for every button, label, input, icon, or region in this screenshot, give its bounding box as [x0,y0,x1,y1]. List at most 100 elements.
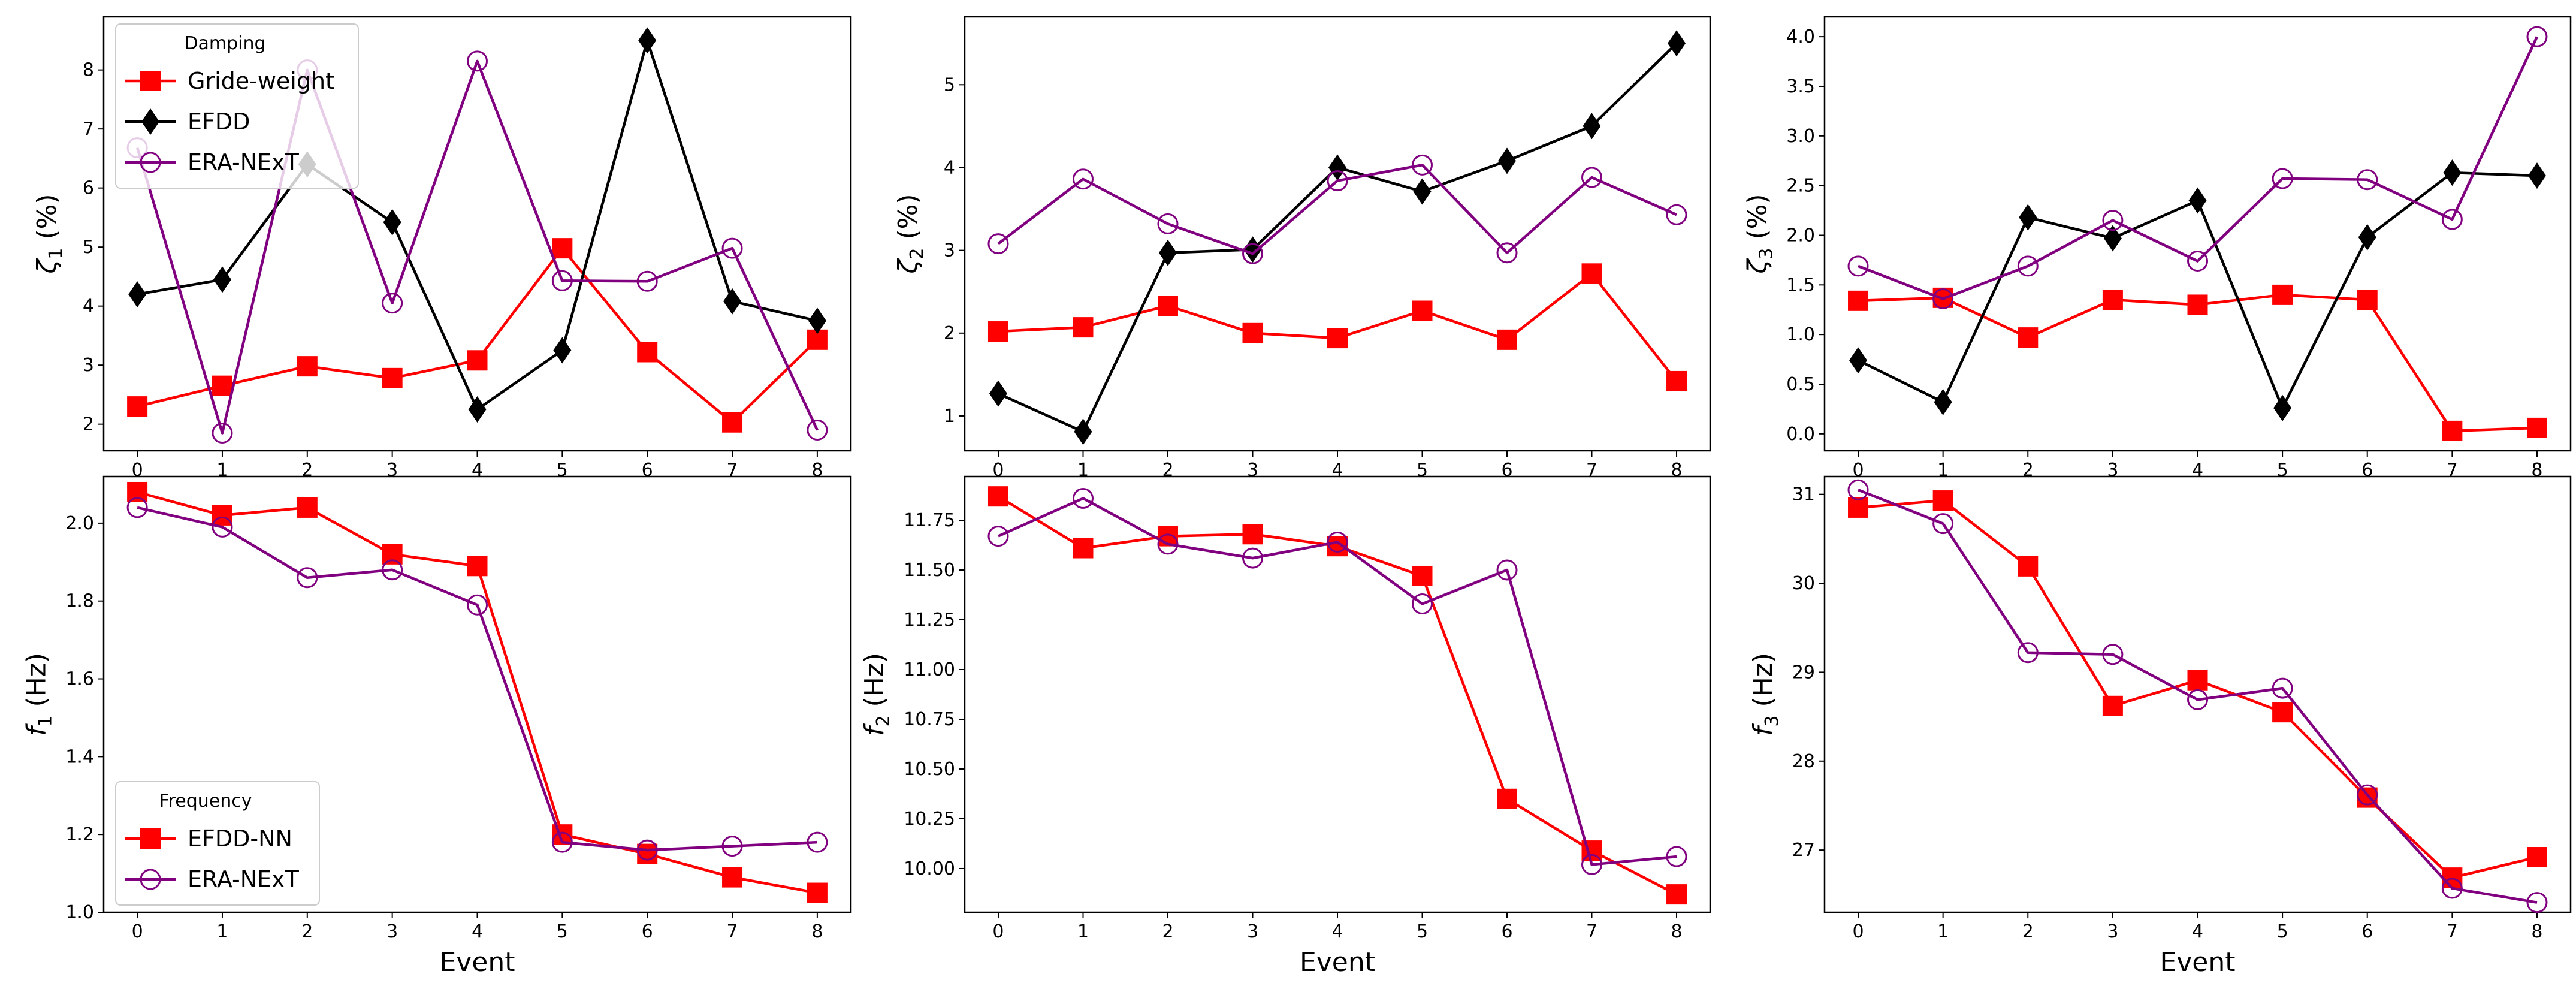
data-point [989,380,1007,407]
data-point [382,293,403,314]
legend-title: Damping [184,33,265,54]
data-point [467,594,488,616]
series-gride-weight [987,263,1687,391]
data-point [1157,213,1179,234]
x-tick-label: 3 [2107,921,2118,942]
y-label-unit: (%) [893,194,923,248]
x-tick-label: 5 [2277,460,2288,481]
data-point [212,505,232,526]
x-tick-label: 4 [1331,460,1343,481]
data-point [1666,846,1687,867]
data-point [2102,644,2124,665]
legend-label: EFDD [188,108,250,135]
data-point [2442,420,2463,441]
data-point [1668,30,1686,57]
data-point [553,337,572,364]
y-tick-label: 11.75 [904,510,955,531]
data-point [127,396,148,417]
x-tick-label: 2 [1162,460,1173,481]
data-point [1496,559,1518,581]
data-point [722,867,743,888]
y-tick-label: 6 [83,178,94,199]
data-point [987,233,1009,255]
data-point [807,420,828,441]
data-point [297,567,318,589]
x-tick-label: 5 [2277,921,2288,942]
y-tick-label: 2 [83,414,94,435]
series-line [998,272,1678,382]
y-tick-label: 29 [1792,662,1815,683]
subplot-5: 0 1 2 3 4 5 6 7 8 10.00 10.25 10.50 10.75 11.00 11.25 1… [859,475,1711,978]
data-point [2103,225,2122,252]
data-point [2443,159,2462,186]
data-point [721,237,743,259]
x-tick-label: 7 [1586,921,1597,942]
data-point [213,266,231,293]
x-tick-label: 1 [1077,921,1089,942]
data-point [2272,284,2293,305]
data-point [1583,113,1601,140]
data-point [1934,388,1952,415]
y-label-subscript: 3 [1756,248,1777,260]
data-point [1327,170,1348,192]
legend-entry: Gride-weight [125,68,334,94]
data-point [1413,178,1432,205]
data-point [1242,243,1263,264]
y-label-subscript: 1 [35,715,56,726]
data-point [807,882,828,903]
y-tick-label: 3.5 [1786,76,1815,97]
legend-entry: ERA-NExT [125,149,300,176]
x-tick-label: 4 [472,460,483,481]
data-point [467,556,488,577]
y-label-symbol: ζ [893,258,923,275]
x-tick-label: 3 [1247,460,1258,481]
series-line [997,164,1677,255]
data-point [1581,167,1603,188]
x-tick-label: 5 [1417,921,1428,942]
y-tick-label: 4 [944,157,955,178]
y-tick-label: 0.5 [1786,374,1815,395]
data-point [2526,26,2548,47]
series-era-next [987,154,1687,264]
legend-box [115,23,359,189]
data-point [552,238,573,259]
data-point [721,836,743,857]
data-point [2526,417,2547,438]
y-label-symbol: ζ [1742,258,1772,275]
legend-entry: EFDD-NN [125,825,292,852]
data-point [1073,317,1094,338]
x-tick-label: 1 [1077,460,1089,481]
y-tick-label: 30 [1792,573,1815,594]
data-point [2441,209,2463,230]
x-tick-label: 7 [2447,921,2458,942]
data-point [1073,538,1094,559]
series-era-next [126,497,828,861]
x-tick-label: 7 [726,921,738,942]
legend-box [115,781,320,906]
x-tick-label: 2 [301,460,313,481]
data-point [807,831,828,853]
data-point [2272,168,2293,189]
series-line [137,506,817,852]
data-point [2358,224,2376,251]
series-era-next [1847,479,2548,913]
x-axis-label: Event [2160,947,2235,978]
data-point [1849,347,1868,374]
data-point [212,516,233,538]
y-axis-label: f1 (Hz) [21,653,56,736]
data-point [1932,288,1954,310]
x-tick-label: 6 [1501,460,1512,481]
data-point [2102,210,2124,231]
legend-marker [140,828,161,849]
y-tick-label: 3.0 [1786,126,1815,147]
data-point [1497,329,1518,350]
data-point [2187,689,2208,710]
x-tick-label: 5 [1417,460,1428,481]
data-point [126,497,148,518]
x-tick-label: 8 [1671,921,1682,942]
series-gride-weight [127,238,828,433]
y-tick-label: 11.00 [904,659,955,680]
data-point [637,342,658,363]
